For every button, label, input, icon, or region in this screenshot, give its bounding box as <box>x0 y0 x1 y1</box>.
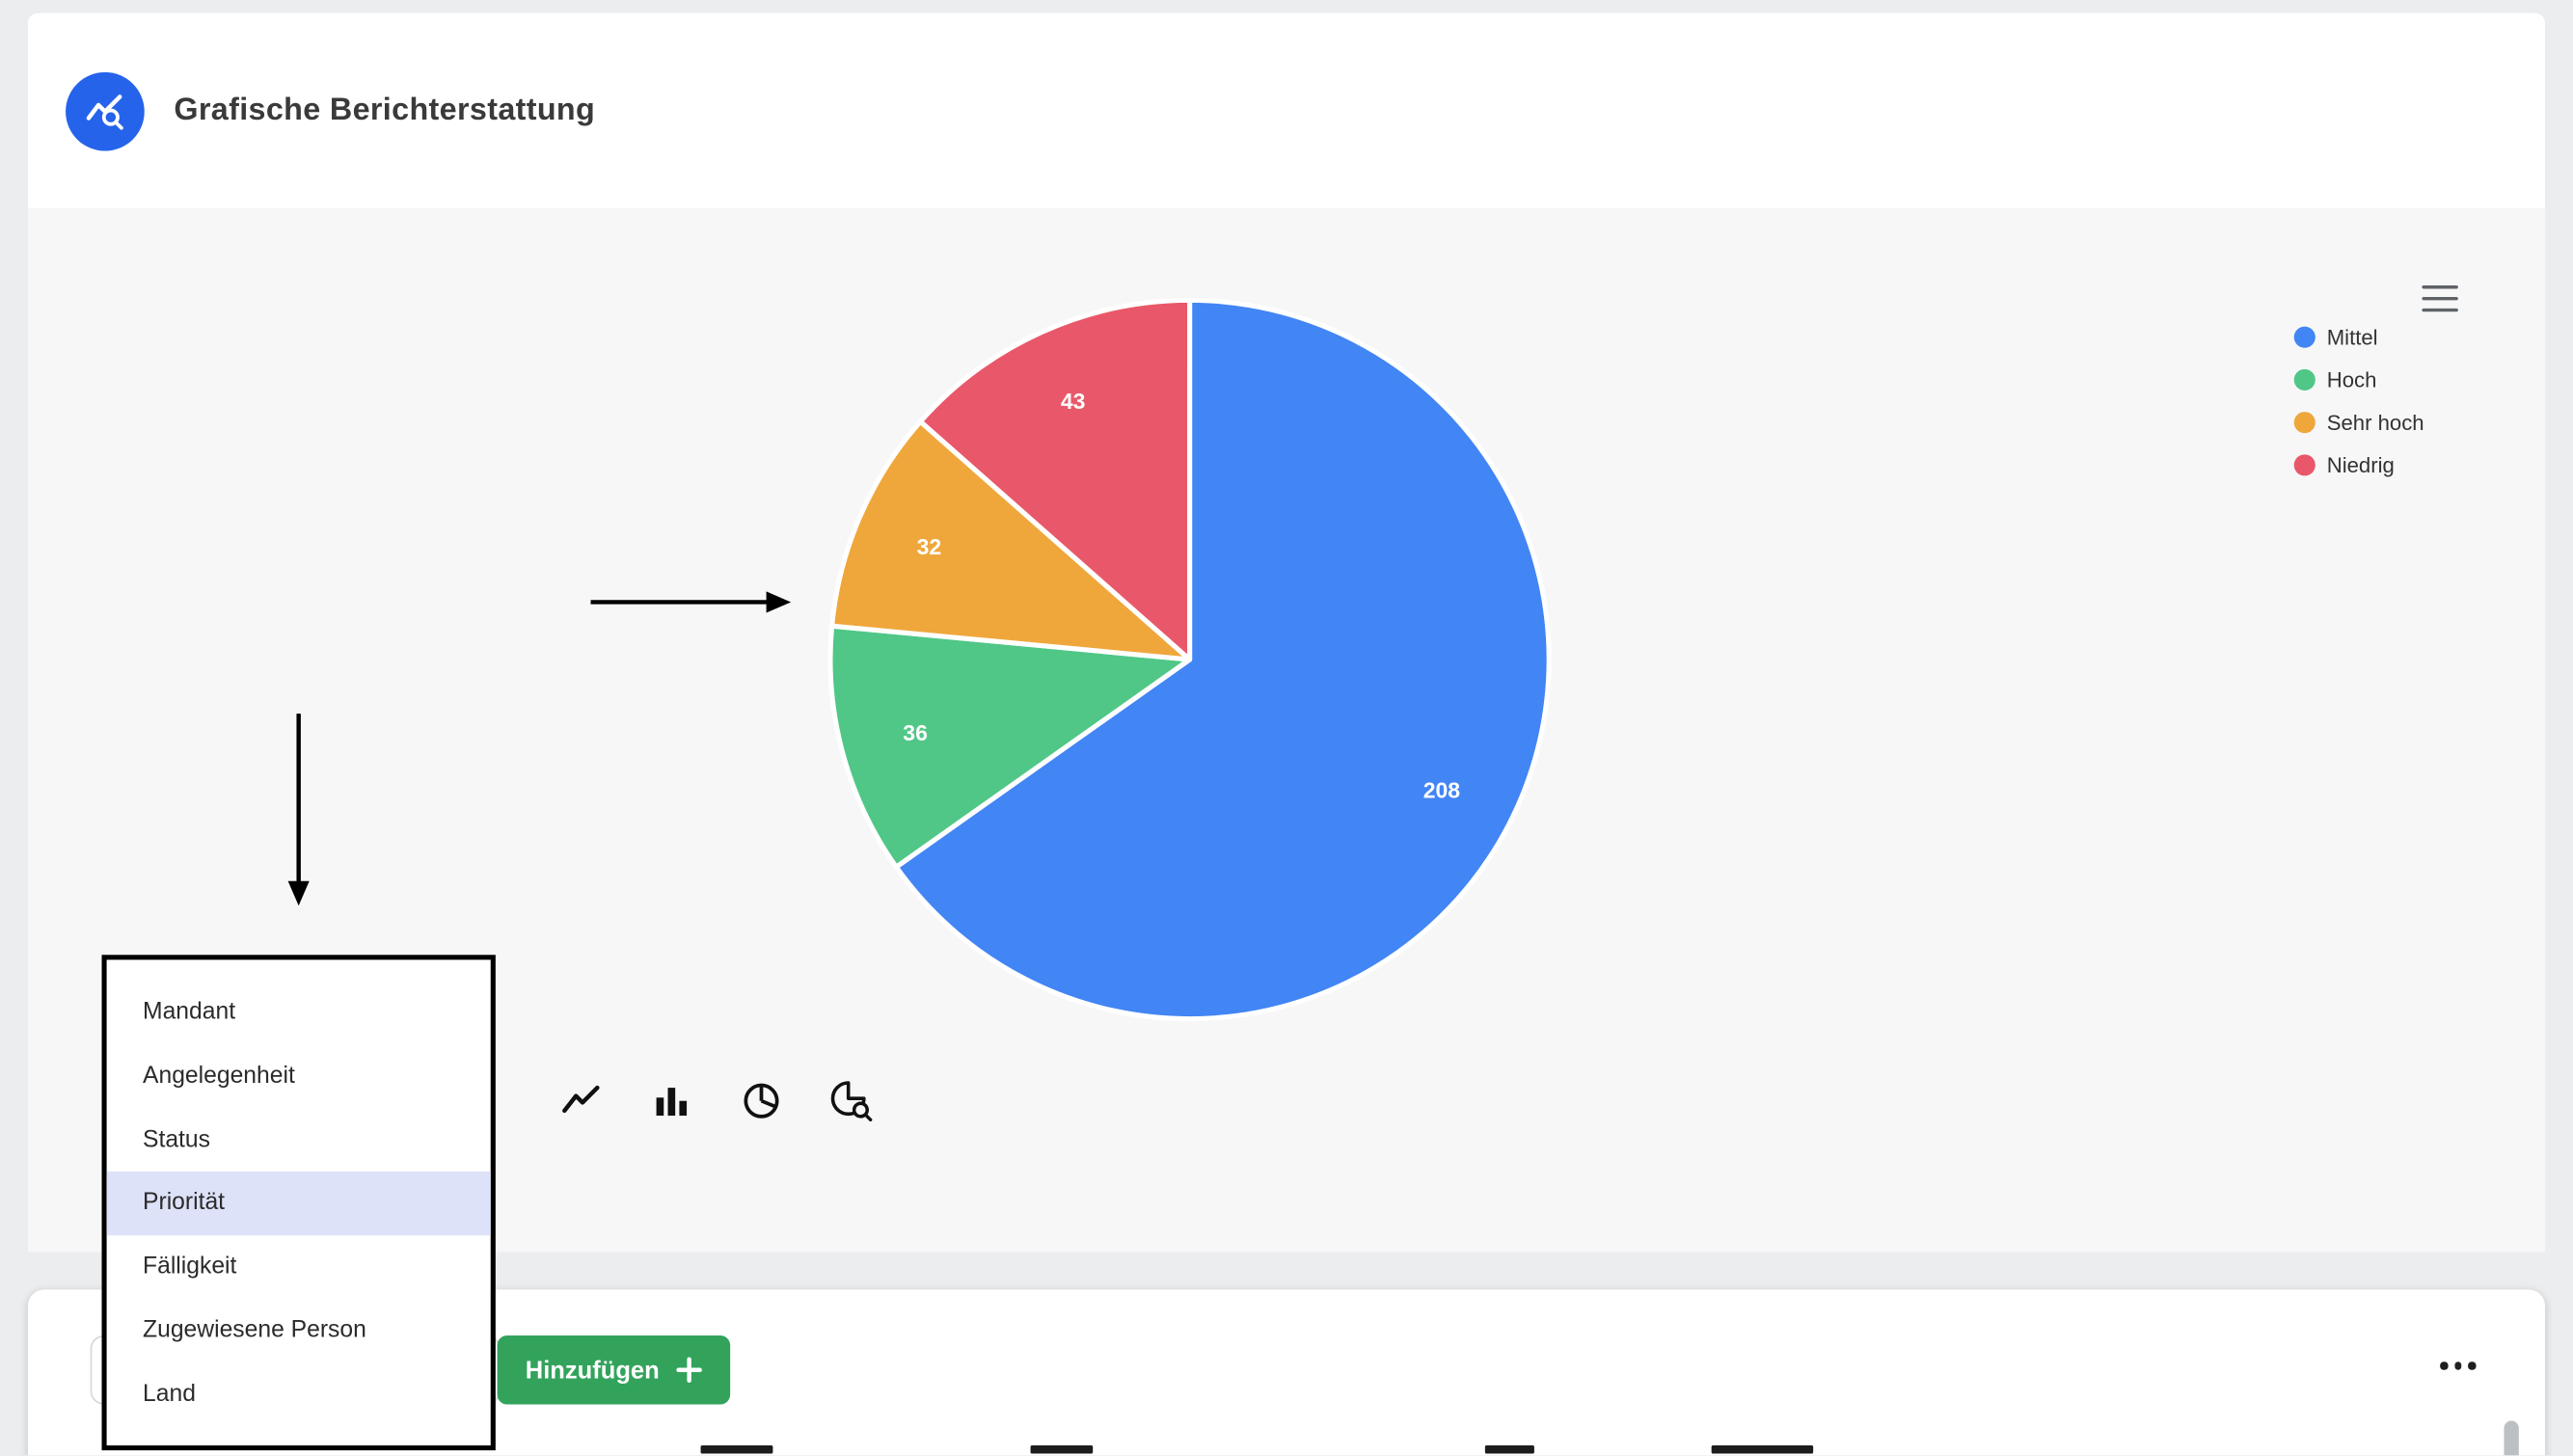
pie-slice-niedrig[interactable] <box>917 297 1193 662</box>
pie-slice-hoch[interactable] <box>827 623 1193 870</box>
pie-slice-value-label: 43 <box>1061 389 1086 414</box>
dropdown-item-mandant[interactable]: Mandant <box>143 999 236 1026</box>
dropdown-item-status[interactable]: Status <box>143 1126 210 1153</box>
pie-search-icon[interactable] <box>828 1078 875 1124</box>
line-chart-search-icon <box>66 71 145 150</box>
pie-slice-sehr-hoch[interactable] <box>829 418 1193 662</box>
legend-item[interactable]: Niedrig <box>2293 452 2424 478</box>
legend-item[interactable]: Hoch <box>2293 367 2424 392</box>
scrollbar-thumb[interactable] <box>2504 1420 2519 1456</box>
chart-legend: Mittel Hoch Sehr hoch Niedrig <box>2293 324 2424 478</box>
dropdown-item-angelegenheit[interactable]: Angelegenheit <box>143 1063 295 1090</box>
pie-slice-value-label: 208 <box>1423 777 1461 802</box>
legend-label: Sehr hoch <box>2326 410 2424 435</box>
legend-dot <box>2293 326 2316 348</box>
plus-icon <box>676 1357 702 1384</box>
line-chart-icon[interactable] <box>558 1078 605 1124</box>
legend-dot <box>2293 454 2316 476</box>
chart-type-toolbar <box>558 1078 875 1124</box>
add-button-label: Hinzufügen <box>525 1356 660 1385</box>
hamburger-menu-icon[interactable] <box>2422 285 2458 312</box>
pie-slice-mittel[interactable] <box>893 297 1552 1022</box>
cutoff-table-header-fragment <box>1484 1445 1534 1454</box>
dropdown-item-prioritaet[interactable]: Priorität <box>106 1172 491 1236</box>
dropdown-item-faelligkeit[interactable]: Fälligkeit <box>143 1254 237 1281</box>
dropdown-item-zugewiesene-person[interactable]: Zugewiesene Person <box>143 1317 366 1344</box>
bar-chart-icon[interactable] <box>648 1078 694 1124</box>
header: Grafische Berichterstattung <box>27 13 2546 209</box>
cutoff-table-header-fragment <box>1030 1445 1094 1454</box>
legend-dot <box>2293 412 2316 434</box>
pie-slice-value-label: 32 <box>917 534 942 559</box>
pie-chart-icon[interactable] <box>739 1078 785 1124</box>
page-title: Grafische Berichterstattung <box>174 93 596 127</box>
pie-slice-value-label: 36 <box>903 720 928 745</box>
cutoff-table-header-fragment <box>700 1445 773 1454</box>
add-button[interactable]: Hinzufügen <box>497 1335 731 1405</box>
legend-label: Mittel <box>2326 324 2378 350</box>
annotation-arrow-vertical <box>287 714 310 906</box>
dropdown-item-land[interactable]: Land <box>143 1381 196 1408</box>
annotation-arrow-horizontal <box>590 591 792 613</box>
ellipsis-icon[interactable] <box>2440 1362 2476 1369</box>
group-by-dropdown: Mandant Angelegenheit Status Priorität F… <box>101 955 496 1451</box>
legend-item[interactable]: Mittel <box>2293 324 2424 350</box>
cutoff-table-header-fragment <box>1711 1445 1814 1454</box>
legend-label: Hoch <box>2326 367 2377 392</box>
legend-dot <box>2293 368 2316 391</box>
legend-item[interactable]: Sehr hoch <box>2293 410 2424 435</box>
pie-chart: 208 36 32 43 <box>826 295 1554 1023</box>
legend-label: Niedrig <box>2326 452 2395 478</box>
